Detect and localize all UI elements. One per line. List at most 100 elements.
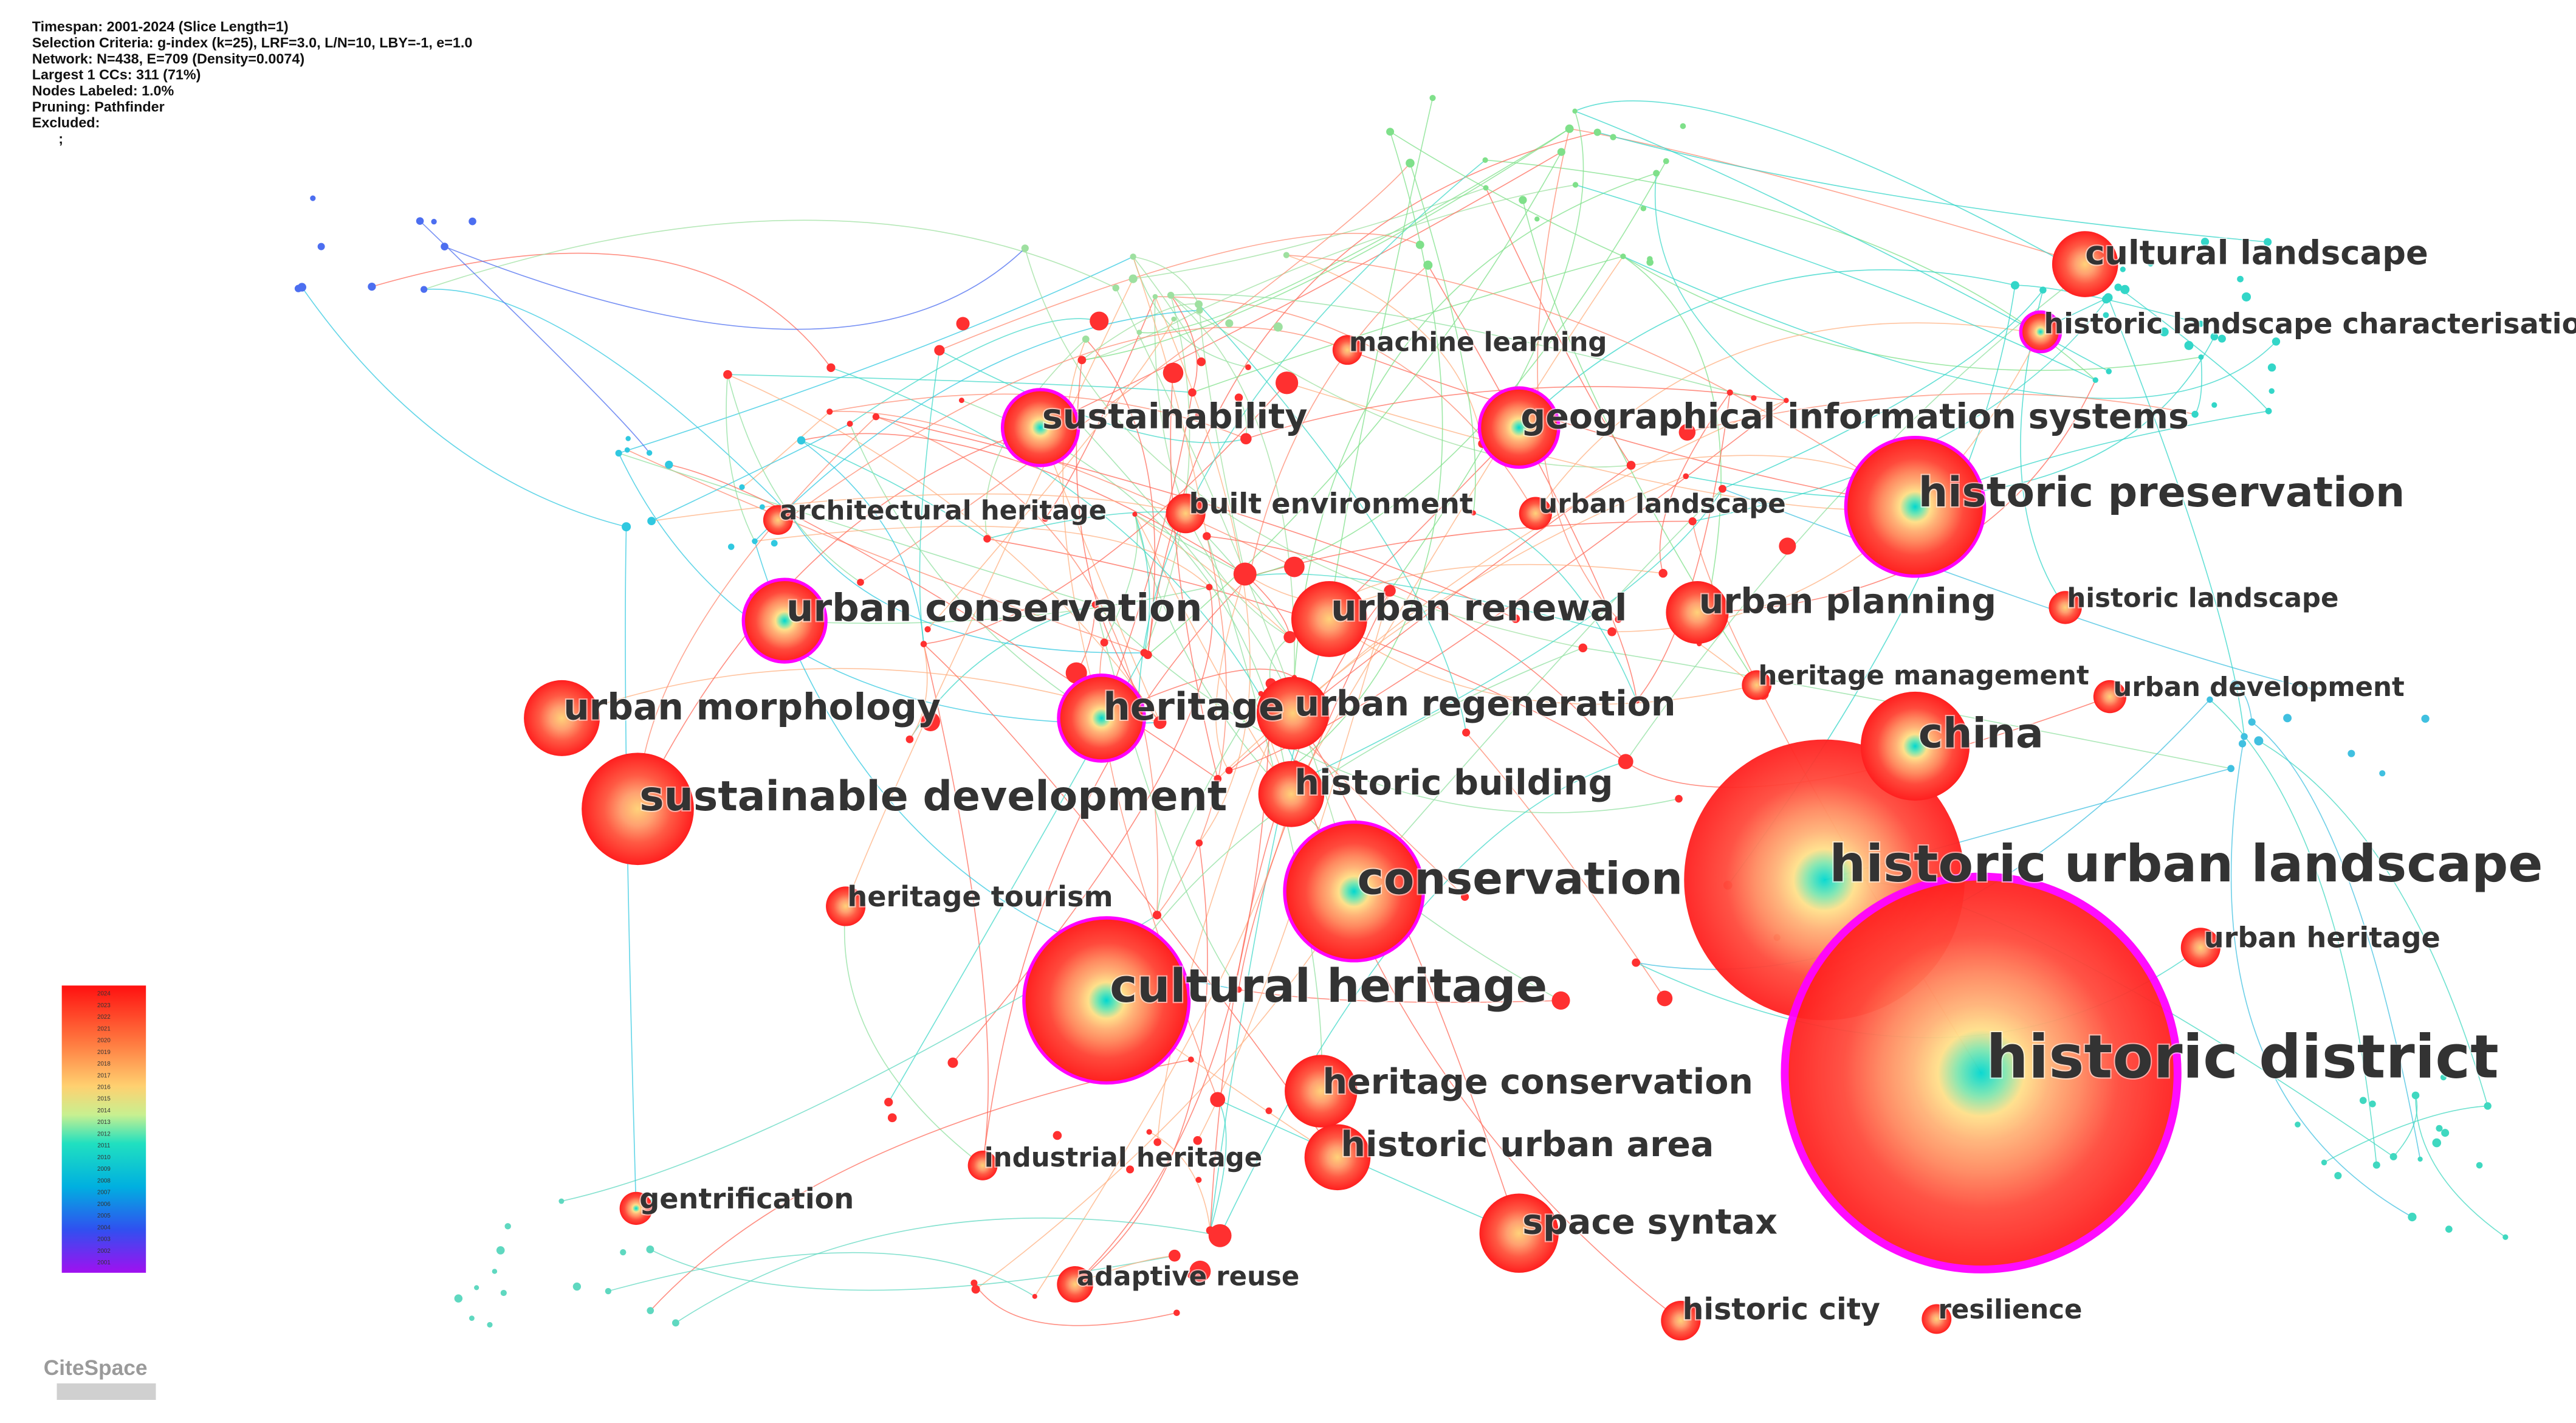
edge xyxy=(1347,349,1915,508)
minor-node xyxy=(983,535,991,543)
keyword-node xyxy=(2093,680,2127,714)
minor-node xyxy=(1091,601,1099,608)
edge xyxy=(727,374,861,583)
keyword-node xyxy=(1022,916,1191,1085)
minor-node xyxy=(1646,258,1654,266)
minor-node xyxy=(1653,170,1660,177)
edge xyxy=(1687,393,2196,433)
keyword-label: gentrification xyxy=(639,1182,854,1215)
minor-node xyxy=(1233,562,1257,586)
keyword-label: sustainability xyxy=(1042,396,1308,436)
edge xyxy=(1072,842,1208,1286)
edge xyxy=(1170,294,1754,399)
logo: CiteSpace xyxy=(44,1356,156,1400)
edge xyxy=(754,309,1200,542)
minor-node xyxy=(887,1113,897,1123)
minor-node xyxy=(2445,1225,2453,1233)
keyword-label: historic landscape xyxy=(2067,583,2338,613)
minor-node xyxy=(1663,158,1669,165)
minor-node xyxy=(1146,1129,1152,1135)
edge xyxy=(1353,488,1723,892)
major-nodes xyxy=(524,231,2221,1341)
legend-year: 2005 xyxy=(97,1213,111,1219)
legend-year: 2011 xyxy=(97,1143,110,1149)
minor-node xyxy=(615,449,622,457)
keyword-label: sustainable development xyxy=(639,773,1227,821)
keyword-node xyxy=(1922,1304,1952,1334)
minor-node xyxy=(2265,407,2272,415)
edge xyxy=(791,326,1348,517)
minor-node xyxy=(622,522,631,532)
edge xyxy=(637,427,1041,810)
edge xyxy=(1473,512,1637,701)
keyword-node xyxy=(524,680,600,756)
edge xyxy=(974,1283,1177,1326)
minor-node xyxy=(646,1246,654,1253)
edge xyxy=(727,374,1193,393)
edge xyxy=(2194,357,2202,415)
keyword-node xyxy=(1258,760,1325,827)
minor-node xyxy=(1090,311,1109,331)
minor-node xyxy=(2269,388,2275,395)
keyword-label: industrial heritage xyxy=(984,1143,1262,1173)
legend-year: 2015 xyxy=(97,1096,111,1103)
keyword-label: urban landscape xyxy=(1539,489,1785,520)
minor-node xyxy=(1132,511,1138,517)
keyword-node xyxy=(2052,231,2118,297)
minor-node xyxy=(1197,357,1206,367)
minor-node xyxy=(474,1285,479,1290)
edge xyxy=(1249,520,1693,577)
legend-year: 2003 xyxy=(97,1236,111,1243)
minor-node xyxy=(1021,244,1029,252)
minor-node xyxy=(1206,584,1213,591)
minor-node xyxy=(1153,1138,1162,1146)
minor-node xyxy=(1193,1136,1203,1145)
minor-node xyxy=(625,436,631,441)
keyword-label: architectural heritage xyxy=(780,495,1107,526)
edge xyxy=(909,644,928,740)
minor-node xyxy=(2321,1159,2327,1166)
legend-year: 2008 xyxy=(97,1177,111,1184)
minor-node xyxy=(1163,362,1184,384)
edge xyxy=(651,423,850,522)
minor-node xyxy=(2010,281,2019,290)
minor-node xyxy=(1187,1056,1194,1063)
keyword-node xyxy=(1285,1055,1358,1128)
minor-node xyxy=(2092,377,2098,383)
minor-node xyxy=(1053,1131,1062,1140)
keyword-node xyxy=(1860,691,1970,801)
minor-node xyxy=(1429,95,1436,102)
edge xyxy=(923,644,989,1166)
minor-node xyxy=(620,1249,627,1256)
minor-node xyxy=(1482,157,1488,163)
minor-node xyxy=(1557,148,1565,156)
minor-node xyxy=(2217,334,2226,343)
minor-node xyxy=(1126,1165,1135,1174)
minor-node xyxy=(1640,205,1647,212)
minor-node xyxy=(1610,134,1616,140)
minor-node xyxy=(1406,159,1415,168)
edge xyxy=(923,382,1288,645)
minor-node xyxy=(1384,585,1396,597)
minor-node xyxy=(496,1246,505,1255)
edge xyxy=(1295,131,1443,765)
keyword-label: historic city xyxy=(1683,1292,1880,1327)
edge xyxy=(1659,392,1731,574)
legend-year: 2001 xyxy=(97,1259,111,1266)
legend-year: 2013 xyxy=(97,1119,111,1126)
minor-node xyxy=(1152,911,1162,920)
legend-year: 2006 xyxy=(97,1201,111,1208)
keyword-label: urban morphology xyxy=(563,686,941,728)
edge xyxy=(726,374,755,542)
minor-node xyxy=(2148,261,2154,267)
edge xyxy=(625,526,637,1208)
minor-node xyxy=(2369,1100,2376,1108)
keyword-node xyxy=(763,505,793,535)
edge xyxy=(1132,256,1207,537)
minor-node xyxy=(1719,484,1726,493)
edge xyxy=(919,350,940,644)
minor-node xyxy=(647,517,656,526)
edge xyxy=(1094,604,1679,813)
minor-node xyxy=(2191,410,2199,418)
